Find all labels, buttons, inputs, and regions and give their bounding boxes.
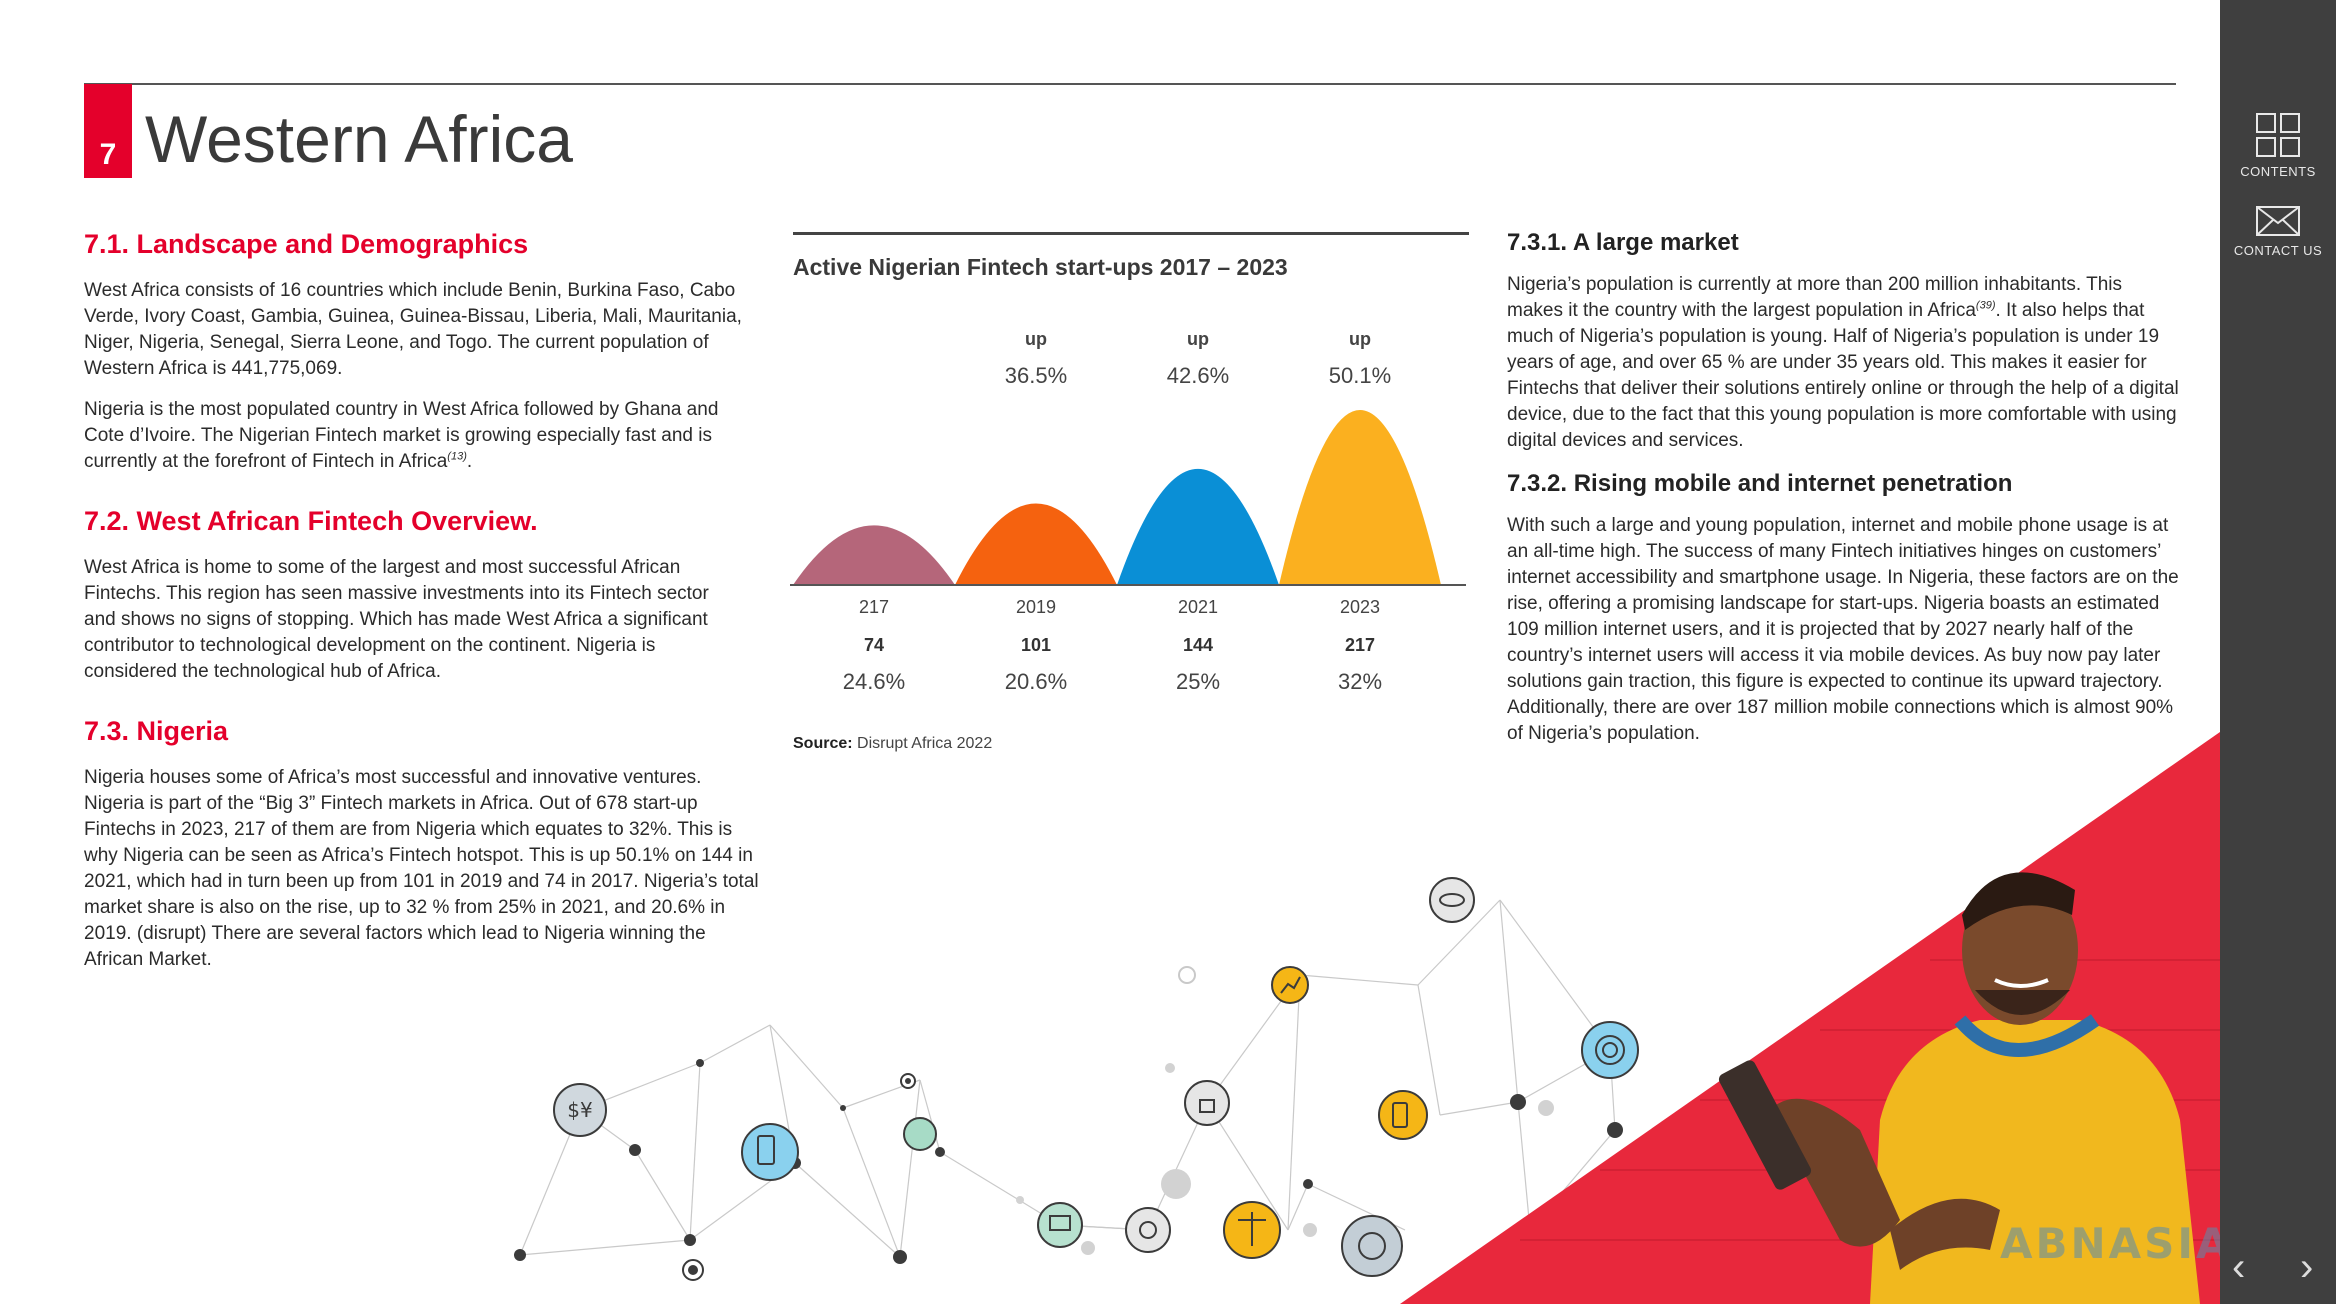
contact-us-button[interactable]: CONTACT US: [2220, 205, 2336, 258]
share-label: 20.6%: [1005, 669, 1067, 694]
paragraph-large-market: Nigeria’s population is currently at mor…: [1507, 272, 2182, 454]
envelope-icon: [2256, 206, 2300, 236]
share-label: 32%: [1338, 669, 1382, 694]
growth-label: 36.5%: [1005, 363, 1067, 388]
heading-nigeria: 7.3. Nigeria: [84, 716, 229, 746]
grid-icon: [2256, 113, 2300, 157]
smile: [1994, 978, 2049, 988]
growth-prefix-label: up: [1349, 329, 1371, 349]
growth-prefix-label: up: [1187, 329, 1209, 349]
person-other-hand: [1890, 1198, 2000, 1270]
chart-rule: [793, 232, 1469, 235]
source-label: Source:: [793, 735, 853, 752]
value-label: 144: [1183, 635, 1213, 655]
growth-label: 50.1%: [1329, 363, 1391, 388]
mobile-security-icon: [741, 1123, 799, 1181]
heading-landscape: 7.1. Landscape and Demographics: [84, 229, 529, 259]
svg-text:$¥: $¥: [567, 1098, 592, 1122]
heading-mobile-internet: 7.3.2. Rising mobile and internet penetr…: [1507, 470, 2013, 497]
sidebar: CONTENTS CONTACT US ‹ ›: [2220, 0, 2336, 1304]
top-rule: [84, 83, 2176, 85]
growth-prefix-label: up: [1025, 329, 1047, 349]
mobile-shopping-icon: [1378, 1090, 1428, 1140]
paragraph-landscape-1: West Africa consists of 16 countries whi…: [84, 280, 742, 379]
fintech-network-illustration: $¥: [514, 877, 1639, 1281]
person-hair: [1962, 872, 2075, 930]
x-tick-label: 2021: [1178, 597, 1218, 617]
previous-page-arrow-icon[interactable]: ‹: [2232, 1245, 2246, 1289]
document-page: 7 Western Africa 7.1. Landscape and Demo…: [84, 83, 2220, 1304]
chart-area-2021: [1117, 468, 1279, 585]
source-text: Disrupt Africa 2022: [857, 735, 993, 752]
headphones-icon: [1954, 1014, 2100, 1057]
network-icon-nodes: $¥: [553, 877, 1639, 1281]
page-title: Western Africa: [145, 102, 573, 176]
paragraph-large-market-text-a: Nigeria’s population is currently at mor…: [1507, 274, 2123, 321]
x-tick-label: 2019: [1016, 597, 1056, 617]
footnote-ref-39[interactable]: (39): [1975, 299, 1996, 312]
x-tick-label: 2023: [1340, 597, 1380, 617]
cloud-lock-icon: [1184, 1080, 1230, 1126]
fintech-startups-chart: 217 74 24.6% 2019 101 20.6% up 36.5% 2021 144 25% u…: [790, 329, 1466, 694]
next-page-arrow-icon[interactable]: ›: [2300, 1245, 2314, 1289]
value-label: 74: [864, 635, 884, 655]
currency-exchange-icon: [553, 1083, 607, 1137]
paragraph-mobile-internet: With such a large and young population, …: [1507, 515, 2179, 744]
section-number: 7: [84, 84, 132, 178]
share-label: 25%: [1176, 669, 1220, 694]
contents-button[interactable]: CONTENTS: [2220, 112, 2336, 179]
watermark-text: ABNASIA.ORG: [2000, 1219, 2220, 1268]
paragraph-landscape-2-text: Nigeria is the most populated country in…: [84, 399, 719, 472]
chart-area-2023: [1279, 410, 1441, 585]
eye-icon: [1429, 877, 1475, 923]
smartphone-icon: [1718, 1060, 1812, 1190]
fingerprint-icon: [1581, 1021, 1639, 1079]
hero-photo: ABNASIA.ORG: [1400, 732, 2220, 1304]
heading-large-market: 7.3.1. A large market: [1507, 229, 1739, 256]
small-ring-node-icon: [1178, 966, 1196, 984]
period: .: [466, 451, 473, 472]
contact-us-label: CONTACT US: [2233, 243, 2323, 258]
person-figure: [1718, 872, 2200, 1304]
network-nodes: [514, 1059, 1623, 1264]
mobile-payment-icon: [903, 1117, 937, 1151]
value-label: 217: [1345, 635, 1375, 655]
heading-fintech-overview: 7.2. West African Fintech Overview.: [84, 506, 538, 536]
right-column: 7.3.1. A large market Nigeria’s populati…: [1507, 228, 2182, 762]
x-tick-label: 217: [859, 597, 889, 617]
beard: [1975, 990, 2070, 1015]
contents-label: CONTENTS: [2240, 164, 2316, 179]
chart-source: Source: Disrupt Africa 2022: [793, 735, 992, 753]
paragraph-fintech-overview: West Africa is home to some of the large…: [84, 557, 709, 682]
person-hand: [1770, 1098, 1900, 1247]
laptop-transfer-icon: [1037, 1202, 1083, 1248]
footnote-ref-13[interactable]: (13): [447, 450, 467, 463]
share-label: 24.6%: [843, 669, 905, 694]
gear-network-icon: [1125, 1207, 1171, 1253]
paragraph-large-market-text-b: . It also helps that much of Nigeria’s p…: [1507, 300, 2179, 451]
value-label: 101: [1021, 635, 1051, 655]
left-column: 7.1. Landscape and Demographics West Afr…: [84, 228, 762, 988]
chart-title: Active Nigerian Fintech start-ups 2017 –…: [793, 254, 1288, 280]
paragraph-landscape-2: Nigeria is the most populated country in…: [84, 397, 762, 475]
piggy-bank-icon: [1341, 1215, 1403, 1277]
paragraph-nigeria: Nigeria houses some of Africa’s most suc…: [84, 767, 759, 970]
chart-area-217: [793, 525, 955, 585]
growth-label: 42.6%: [1167, 363, 1229, 388]
chart-area-2019: [955, 503, 1117, 585]
